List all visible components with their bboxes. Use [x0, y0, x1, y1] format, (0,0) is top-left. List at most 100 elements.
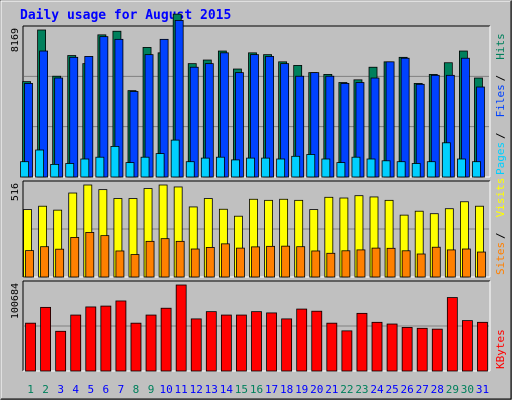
bar-hits-pages-23 [351, 156, 361, 178]
bar-hits-pages-15 [231, 159, 240, 178]
bar-kbytes-kbytes-28 [431, 328, 443, 372]
x-tick-label-6: 6 [103, 383, 110, 396]
x-tick-label-19: 19 [295, 383, 308, 396]
bar-visits-sites-30 [462, 248, 471, 278]
bar-kbytes-kbytes-3 [55, 330, 67, 372]
bar-hits-files-25 [385, 61, 395, 178]
panel-hits-right-label-files: Files [494, 84, 507, 117]
x-tick-label-25: 25 [385, 383, 398, 396]
bar-hits-pages-3 [50, 164, 60, 178]
bar-visits-sites-18 [281, 245, 291, 278]
bar-kbytes-kbytes-22 [341, 330, 353, 372]
x-axis-labels: 1 2 3 4 5 6 7 8 9 10 11 12 13 14 15 16 17 18 19 20 21 22 23 24 2… [27, 383, 489, 396]
x-tick-label-17: 17 [265, 383, 278, 396]
bar-hits-pages-31 [472, 161, 481, 178]
bar-hits-pages-5 [80, 158, 90, 178]
bar-visits-sites-24 [371, 247, 381, 278]
bar-hits-pages-6 [95, 156, 105, 178]
panel-hits-right-label-hits: Hits [494, 33, 507, 60]
bar-hits-pages-13 [200, 157, 210, 178]
x-tick-label-20: 20 [310, 383, 323, 396]
panel-visits-right-label-visits: Visits [494, 178, 507, 218]
bar-visits-sites-29 [446, 249, 456, 278]
bar-hits-pages-17 [261, 157, 270, 178]
x-tick-label-13: 13 [205, 383, 218, 396]
bar-kbytes-kbytes-16 [251, 311, 262, 372]
bar-visits-sites-16 [251, 246, 260, 278]
x-tick-label-24: 24 [370, 383, 384, 396]
bar-hits-pages-8 [125, 162, 135, 178]
x-tick-label-22: 22 [340, 383, 353, 396]
bar-visits-sites-22 [341, 250, 351, 278]
bar-kbytes-kbytes-24 [371, 321, 383, 372]
bar-kbytes-kbytes-1 [25, 322, 36, 372]
bar-visits-sites-14 [220, 243, 230, 278]
x-tick-label-10: 10 [159, 383, 172, 396]
bar-kbytes-kbytes-19 [296, 308, 308, 372]
panel-hits-right-label-sep-1: / [494, 75, 507, 82]
bar-hits-pages-2 [35, 149, 44, 178]
bar-visits-sites-12 [190, 248, 200, 278]
x-tick-label-18: 18 [280, 383, 293, 396]
bar-kbytes-kbytes-7 [115, 300, 127, 372]
panel-hits-right-label-pages: Pages [494, 142, 507, 175]
bar-kbytes-kbytes-18 [281, 318, 293, 372]
bar-hits-pages-10 [155, 153, 165, 178]
panel-hits-max-label: 8169 [10, 28, 21, 52]
bar-kbytes-kbytes-10 [160, 307, 172, 372]
bar-visits-sites-31 [477, 251, 486, 278]
bar-visits-sites-4 [70, 237, 80, 278]
panel-visits-max-label: 516 [10, 183, 21, 201]
bar-kbytes-kbytes-14 [220, 314, 232, 372]
bar-hits-files-4 [69, 56, 79, 178]
x-tick-label-11: 11 [175, 383, 188, 396]
x-tick-label-14: 14 [220, 383, 234, 396]
bar-hits-pages-25 [381, 160, 391, 178]
bar-kbytes-kbytes-25 [386, 323, 398, 372]
bar-hits-files-3 [54, 77, 64, 178]
bar-hits-pages-12 [185, 161, 195, 178]
bar-kbytes-kbytes-13 [205, 311, 217, 372]
bar-kbytes-kbytes-9 [145, 314, 157, 372]
x-tick-label-9: 9 [148, 383, 155, 396]
x-tick-label-4: 4 [72, 383, 79, 396]
x-tick-label-27: 27 [416, 383, 429, 396]
panels-group: 8169 Pages / Files / Hits 516 Sites / Visit… [10, 13, 507, 372]
bar-hits-pages-14 [215, 156, 225, 178]
bar-hits-pages-1 [20, 161, 29, 178]
bar-kbytes-kbytes-30 [462, 320, 473, 372]
bar-hits-pages-16 [246, 157, 255, 178]
x-tick-label-1: 1 [27, 383, 34, 396]
x-tick-label-28: 28 [431, 383, 444, 396]
bar-kbytes-kbytes-27 [416, 327, 428, 372]
bar-hits-pages-26 [396, 161, 406, 178]
bar-hits-pages-4 [65, 163, 75, 178]
bar-visits-sites-13 [205, 247, 215, 278]
bar-hits-files-12 [189, 66, 199, 178]
x-tick-label-2: 2 [42, 383, 49, 396]
x-tick-label-26: 26 [401, 383, 414, 396]
bar-hits-pages-29 [441, 142, 451, 178]
bar-hits-pages-21 [321, 158, 331, 178]
bar-hits-pages-30 [457, 158, 466, 178]
bar-visits-sites-11 [175, 240, 185, 278]
x-tick-label-3: 3 [57, 383, 64, 396]
bar-visits-sites-28 [431, 246, 441, 278]
bar-kbytes-kbytes-2 [40, 306, 51, 372]
bar-kbytes-kbytes-17 [266, 312, 277, 372]
x-tick-label-23: 23 [355, 383, 368, 396]
bar-kbytes-kbytes-29 [446, 297, 458, 372]
x-tick-label-15: 15 [235, 383, 248, 396]
bar-visits-sites-19 [296, 246, 306, 278]
x-tick-label-21: 21 [325, 383, 338, 396]
bar-visits-sites-7 [115, 250, 125, 278]
panel-hits-right-label-sep-0: / [494, 132, 507, 139]
bar-hits-files-26 [400, 57, 410, 178]
x-tick-label-29: 29 [446, 383, 459, 396]
bar-visits-sites-2 [40, 246, 49, 278]
chart-title: Daily usage for August 2015 [20, 8, 231, 23]
bar-hits-pages-28 [426, 161, 436, 178]
bar-hits-files-27 [415, 83, 425, 178]
x-tick-label-5: 5 [87, 383, 94, 396]
